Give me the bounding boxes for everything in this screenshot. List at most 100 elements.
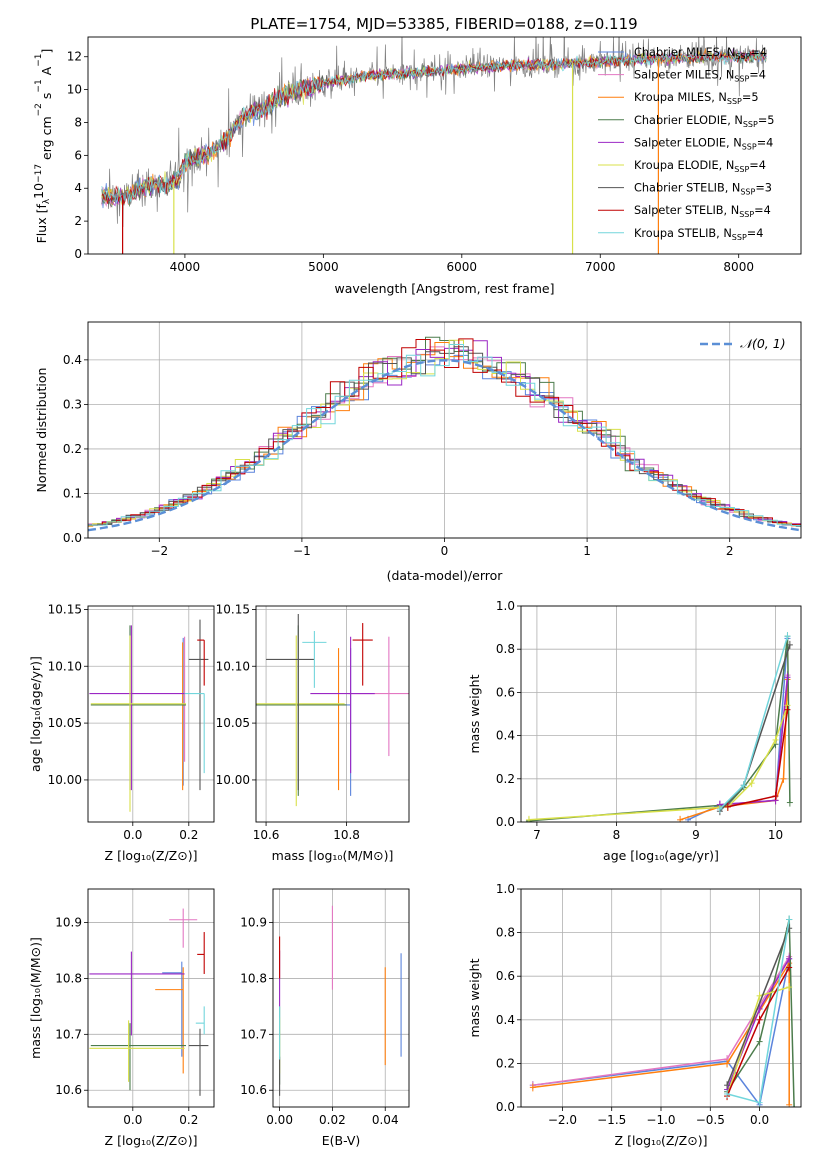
y-axis-label-part: A [39,66,54,79]
y-tick-label: 10.8 [240,971,267,985]
x-axis-label: (data-model)/error [387,568,504,583]
legend-entry: Salpeter ELODIE, NSSP=4 [634,136,773,151]
y-tick-label: 0.4 [496,729,515,743]
mass-vs-ebv-axes: 0.00 0.02 0.04 10.6 10.7 10.8 10.9 E(B-V) [240,888,410,1148]
y-axis-label: age [log₁₀(age/yr)] [28,656,43,772]
x-tick-label: 0.02 [319,1113,346,1127]
mass-weight-line [726,927,790,1086]
legend-text: Salpeter STELIB, N [634,204,739,217]
legend-count: =4 [750,46,767,59]
y-tick-label: 0.6 [496,969,515,983]
legend-subscript: SSP [735,52,750,61]
y-axis-label: Flux [fλ10−17 erg cm−2 s−1 A−1] [31,49,54,244]
y-tick-label: 0.0 [63,531,82,545]
spectrum-plot [101,37,767,254]
age-vs-z-axes: 0.0 0.2 10.00 10.05 10.10 10.15 Z [log₁₀(Z/Z⊙)… [28,602,215,863]
legend-text: Kroupa ELODIE, N [634,159,734,172]
legend-entry: Chabrier STELIB, NSSP=3 [634,182,772,197]
y-tick-label: 10.7 [55,1027,82,1041]
y-tick-label: 0.1 [63,486,82,500]
histogram-plot [88,336,801,532]
spectrum-axes: 4000 5000 6000 7000 8000 0 2 4 6 8 10 12 wavelength … [31,36,802,296]
y-tick-label: 10.05 [216,716,250,730]
x-tick-label: −1 [293,544,311,558]
x-tick-label: 0 [441,544,449,558]
axes-frame [87,321,802,539]
y-tick-label: 10.7 [240,1027,267,1041]
legend-text: Chabrier STELIB, N [634,182,740,195]
age-vs-z-plot [89,619,209,812]
y-tick-label: 10 [67,83,82,97]
legend-entry: 𝒩(0, 1) [740,336,786,351]
legend-text: Salpeter MILES, N [634,69,734,82]
model-spectrum-line [101,50,767,205]
y-tick-label: 10.6 [240,1083,267,1097]
weight-vs-z-axes: −2.0 −1.5 −1.0 −0.5 0.0 0.0 0.2 0.4 0.6 0.8 1.0 Z [… [467,882,802,1148]
y-axis-label-part: −1 [34,79,44,92]
axes-frame [520,888,802,1108]
legend-count: =4 [757,136,774,149]
legend-entry: Salpeter STELIB, NSSP=4 [634,204,771,219]
axes-frame [87,888,215,1108]
y-tick-label: 0.3 [63,397,82,411]
x-axis-label: mass [log₁₀(M/M⊙)] [272,848,394,863]
legend-text: Chabrier MILES, N [634,46,735,59]
weight-vs-z-plot [529,915,798,1107]
y-tick-label: 0.2 [496,772,515,786]
x-tick-label: 7 [533,828,541,842]
mass-weight-line [726,919,795,1107]
x-tick-label: 10 [768,828,783,842]
y-tick-label: 0.8 [496,926,515,940]
x-tick-label: 10.8 [333,828,360,842]
y-tick-label: 10.9 [240,916,267,930]
legend-count: =5 [742,91,759,104]
y-axis-label-part: λ [42,198,52,204]
y-axis-label-part: −1 [34,54,44,67]
legend-entry: Kroupa ELODIE, NSSP=4 [634,159,766,174]
legend-subscript: SSP [727,97,742,106]
y-axis-label-part: −2 [34,103,44,116]
x-tick-label: 8 [613,828,621,842]
x-axis-label: Z [log₁₀(Z/Z⊙)] [105,1133,198,1148]
y-tick-label: 8 [74,115,82,129]
mass-vs-z-plot [89,908,209,1096]
x-tick-label: 0.0 [750,1113,769,1127]
legend-entry: Chabrier ELODIE, NSSP=5 [634,114,774,129]
y-axis-label: mass [log₁₀(M/M⊙)] [28,937,43,1059]
legend-entry: Kroupa MILES, NSSP=5 [634,91,759,106]
y-tick-label: 10.15 [48,602,82,616]
y-tick-label: 10.6 [55,1083,82,1097]
x-tick-label: −2 [150,544,168,558]
legend-subscript: SSP [734,165,749,174]
age-vs-mass-plot [256,613,409,807]
legend-count: =5 [758,114,775,127]
legend-count: =4 [749,69,766,82]
axes-frame [520,605,802,823]
age-vs-mass-axes: 10.6 10.8 10.00 10.05 10.10 10.15 mass [log₁₀(… [216,602,410,863]
axes-frame [272,888,410,1108]
y-tick-label: 10.00 [48,773,82,787]
y-axis-label: mass weight [467,674,482,753]
x-tick-label: 1 [583,544,591,558]
legend-count: =4 [749,159,766,172]
legend-subscript: SSP [739,210,754,219]
legend-subscript: SSP [734,75,749,84]
y-tick-label: 0.4 [63,353,82,367]
mass-weight-line [532,958,790,1107]
legend-count: =3 [755,182,772,195]
y-axis-label-part: 10 [31,183,46,199]
y-tick-label: 0.4 [496,1013,515,1027]
weight-vs-age-plot [525,632,793,822]
y-axis-label-part: erg cm [39,116,54,164]
x-tick-label: 7000 [585,260,616,274]
y-axis-label-part: Flux [f [34,204,49,244]
axes-frame [87,605,215,823]
legend-entry: Salpeter MILES, NSSP=4 [634,69,766,84]
y-tick-label: 4 [74,181,82,195]
x-tick-label: 0.2 [179,828,198,842]
legend-subscript: SSP [743,120,758,129]
y-tick-label: 0.2 [496,1056,515,1070]
mass-weight-line [528,636,791,822]
x-tick-label: −2.0 [548,1113,577,1127]
